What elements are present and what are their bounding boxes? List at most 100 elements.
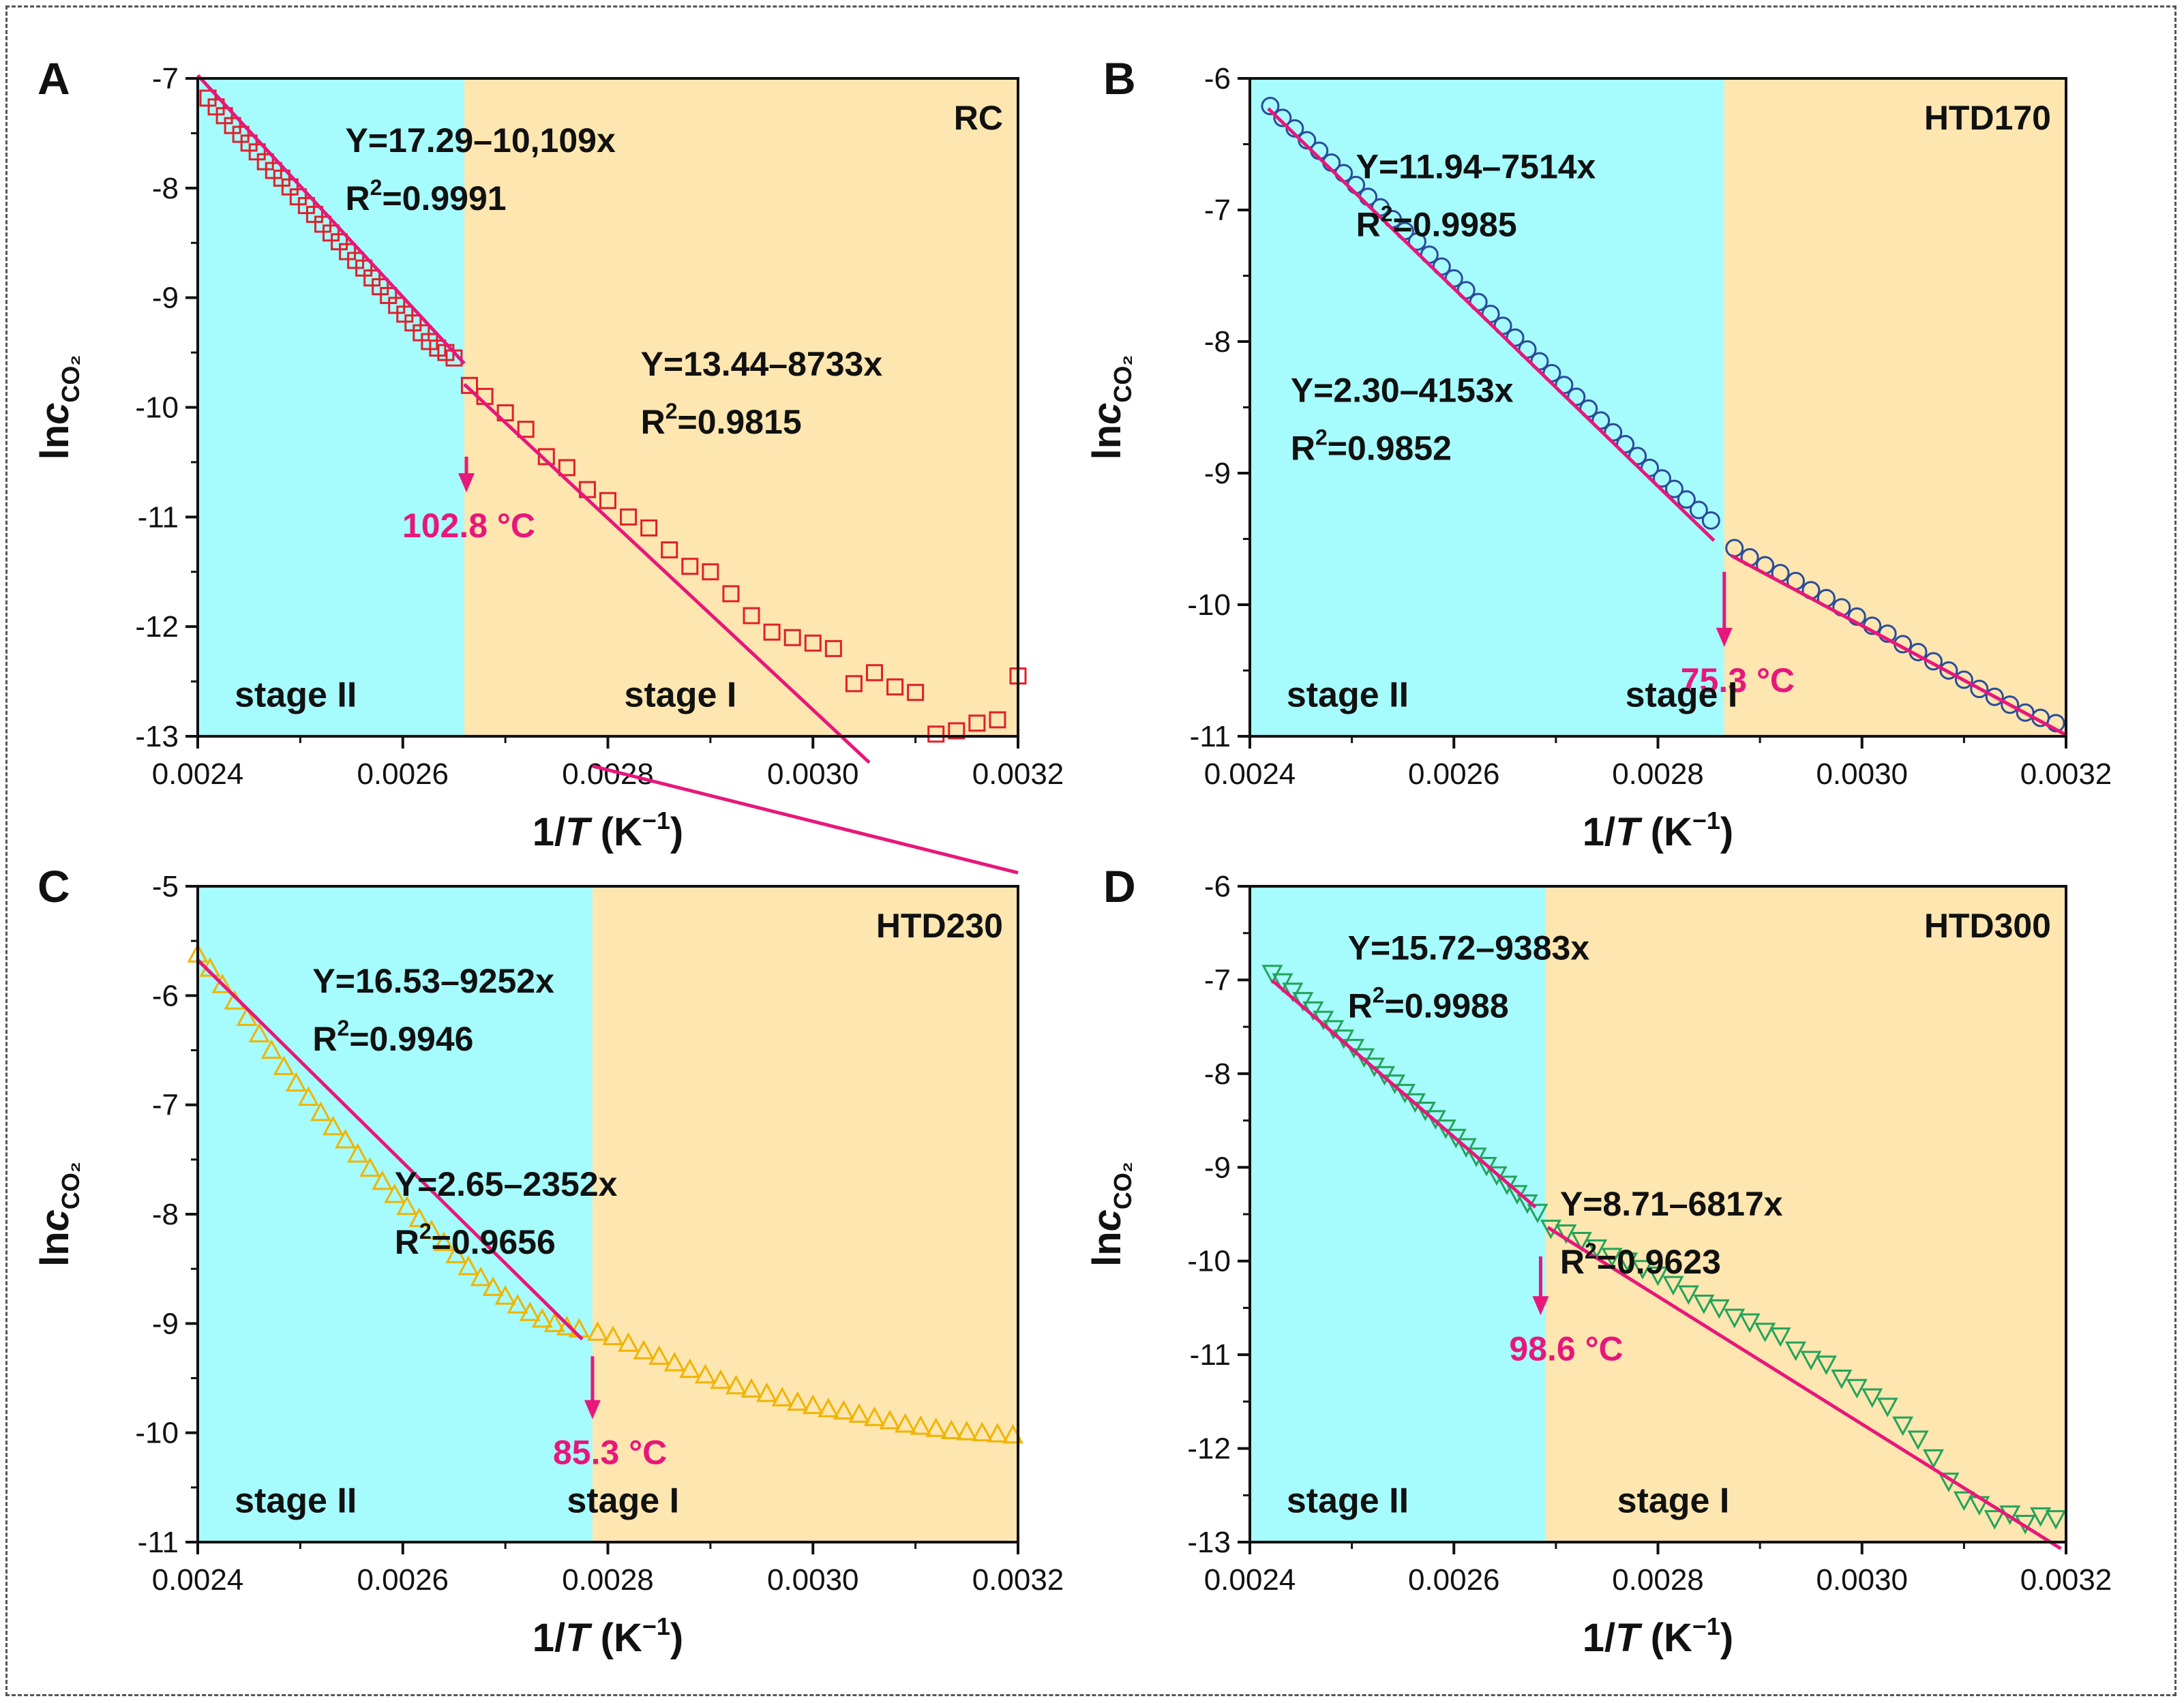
fit-line-stage2: [1271, 979, 1537, 1209]
data-point-stage2: [359, 1157, 381, 1177]
fit-r2-stage1: R2=0.9852: [1291, 425, 1452, 468]
panel-b: B75.3 °CY=11.94–7514xR2=0.9985Y=2.30–415…: [1085, 53, 2112, 854]
data-point-stage1: [756, 1382, 778, 1402]
x-tick-label: 0.0030: [767, 1563, 859, 1597]
data-point-stage1: [1739, 1313, 1761, 1333]
data-point-stage1: [620, 508, 638, 526]
y-tick-label: -10: [1187, 588, 1231, 622]
data-point-stage1: [927, 725, 945, 743]
transition-temperature: 85.3 °C: [553, 1434, 667, 1472]
data-point-stage1: [863, 1406, 885, 1426]
panel-label: D: [1103, 861, 1136, 911]
data-point-stage2: [445, 1244, 467, 1263]
data-point-stage1: [1754, 1323, 1776, 1342]
data-point-stage1: [2045, 1510, 2067, 1530]
stage2-region: [1250, 78, 1724, 736]
x-tick-label: 0.0026: [357, 757, 449, 791]
stage1-label: stage I: [625, 676, 737, 715]
data-point-stage1: [1769, 1327, 1791, 1347]
data-point-stage1: [702, 563, 719, 581]
data-point-stage1: [1601, 1248, 1623, 1267]
x-label-variable: T: [565, 1616, 593, 1660]
data-point-stage2: [236, 1006, 258, 1026]
data-point-stage1: [848, 1403, 870, 1423]
x-label-prefix: 1/: [1583, 1616, 1615, 1660]
stage2-label: stage II: [1287, 1481, 1409, 1521]
data-point-stage2: [384, 1183, 406, 1203]
y-tick-label: -8: [1204, 1057, 1231, 1091]
y-label-variable: c: [33, 1209, 77, 1231]
data-point-stage1: [1555, 1224, 1577, 1244]
fit-r2-stage1: R2=0.9656: [395, 1219, 556, 1261]
transition-temperature: 98.6 °C: [1509, 1329, 1623, 1368]
data-point-stage1: [1586, 1239, 1608, 1259]
data-point-stage2: [1476, 1157, 1497, 1177]
data-point-stage1: [681, 558, 699, 575]
data-point-stage1: [971, 1421, 993, 1442]
x-tick-label: 0.0026: [1408, 757, 1500, 791]
y-tick-label: -6: [1204, 870, 1231, 903]
fit-line-stage1: [1731, 554, 2067, 737]
data-point-stage2: [1527, 1203, 1549, 1224]
fit-equation-stage1: Y=8.71–6817x: [1560, 1185, 1783, 1223]
data-point-stage1: [989, 711, 1006, 729]
data-point-stage1: [1831, 1370, 1853, 1389]
data-point-stage2: [1689, 500, 1708, 519]
data-point-stage2: [519, 1301, 541, 1321]
data-point-stage1: [694, 1363, 716, 1384]
x-label-variable: T: [565, 810, 593, 854]
data-point-stage1: [1693, 1295, 1715, 1314]
y-label-prefix: ln: [1085, 1231, 1129, 1267]
data-point-stage1: [1662, 1276, 1684, 1296]
y-tick-label: -11: [1190, 720, 1231, 753]
data-point-stage1: [602, 1325, 624, 1346]
y-axis-label: lncCO₂: [33, 355, 85, 460]
fit-equation-stage2: Y=15.72–9383x: [1348, 929, 1590, 967]
r2-value: =0.9991: [382, 179, 506, 217]
data-point-stage2: [421, 1219, 443, 1239]
r2-symbol: R: [1348, 987, 1373, 1025]
data-point-stage1: [1984, 1510, 2005, 1530]
data-point-stage1: [907, 684, 925, 702]
data-point-stage1: [1970, 680, 1989, 699]
r2-value: =0.9623: [1597, 1243, 1721, 1281]
data-point-stage1: [1815, 1355, 1837, 1376]
x-label-variable: T: [1615, 810, 1643, 854]
x-tick-label: 0.0026: [357, 1563, 449, 1597]
data-point-stage1: [1800, 1351, 1822, 1371]
data-point-stage1: [910, 1415, 931, 1435]
data-point-stage1: [725, 1374, 747, 1395]
stage2-label: stage II: [235, 1481, 357, 1521]
y-axis-label: lncCO₂: [33, 1162, 85, 1267]
r2-superscript: 2: [1585, 1239, 1597, 1263]
data-point-stage1: [1953, 1491, 1975, 1511]
data-point-stage1: [599, 492, 616, 509]
fit-line-stage1: [1546, 1226, 2062, 1550]
data-point-stage1: [517, 421, 535, 438]
data-point-stage2: [211, 974, 233, 993]
fit-equation-stage1: Y=2.30–4153x: [1291, 372, 1514, 410]
y-tick-label: -8: [1204, 325, 1231, 359]
y-tick-label: -11: [138, 500, 179, 534]
x-tick-label: 0.0028: [1612, 757, 1704, 791]
panel-label: A: [38, 53, 70, 104]
data-point-stage1: [865, 664, 883, 682]
x-axis-label: 1/T (K−1): [1583, 1612, 1734, 1660]
r2-superscript: 2: [419, 1219, 432, 1244]
r2-value: =0.9815: [678, 403, 802, 441]
fit-equation-stage2: Y=11.94–7514x: [1356, 148, 1596, 186]
data-point-stage1: [824, 639, 842, 657]
y-tick-label: -7: [152, 1089, 179, 1122]
x-label-superscript: −1: [1692, 807, 1720, 834]
data-point-stage1: [895, 1413, 916, 1433]
stage1-region: [1545, 886, 2066, 1542]
data-point-stage2: [1455, 1138, 1477, 1158]
data-point-stage1: [968, 714, 986, 732]
data-point-stage1: [802, 1394, 824, 1415]
data-point-stage1: [787, 1391, 809, 1411]
stage1-label: stage I: [1626, 676, 1738, 715]
r2-value: =0.9946: [349, 1020, 473, 1058]
data-point-stage2: [396, 1195, 418, 1216]
data-point-stage1: [537, 448, 555, 466]
